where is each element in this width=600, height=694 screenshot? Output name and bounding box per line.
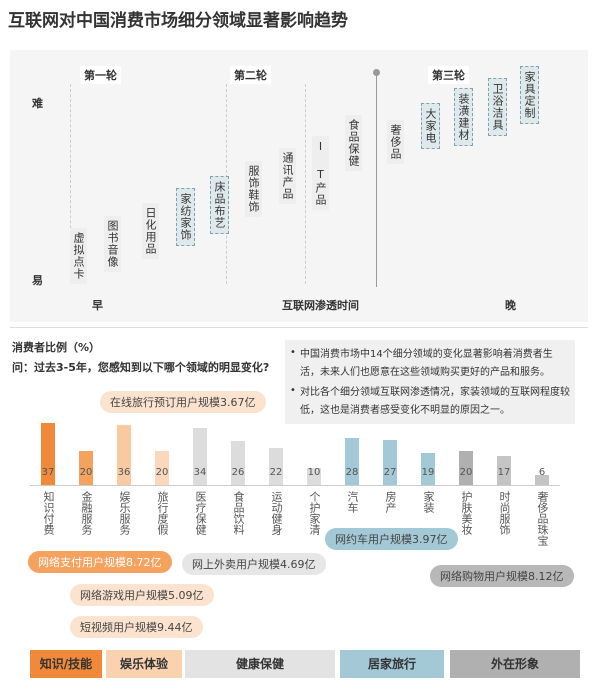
category-label: 知识付费: [42, 491, 55, 535]
group-label: 知识/技能: [30, 650, 102, 678]
category-label: 个护家清: [308, 491, 321, 535]
callout: 网络支付用户规模8.72亿: [28, 551, 172, 573]
bar: [231, 441, 245, 485]
group-label: 健康保健: [185, 650, 335, 678]
timeline-item: 日化用品: [142, 203, 159, 259]
timeline-item: 奢侈品: [387, 120, 404, 164]
category-label: 运动健身: [270, 491, 283, 535]
chart-title: 消费者比例（%）: [12, 341, 101, 354]
value-label: 22: [269, 467, 283, 478]
value-label: 26: [231, 467, 245, 478]
category-label: 金融服务: [80, 491, 93, 535]
bar: [535, 474, 549, 485]
x-late: 晚: [505, 299, 516, 312]
bar: [155, 451, 169, 485]
category-label: 食品饮料: [232, 491, 245, 535]
callout: 网络购物用户规模8.12亿: [430, 565, 574, 587]
category-label: 汽车: [346, 491, 359, 513]
divider-dot: [373, 69, 380, 76]
timeline-item: 服饰鞋饰: [245, 161, 262, 217]
y-high: 难: [32, 97, 43, 110]
bar: [117, 424, 131, 485]
callout: 在线旅行预订用户规模3.67亿: [100, 391, 266, 413]
callout: 短视频用户规模9.44亿: [70, 616, 203, 638]
bar: [79, 451, 93, 485]
stage-label: 第一轮: [80, 66, 121, 84]
category-label: 护肤美妆: [460, 491, 473, 535]
callout: 网上外卖用户规模4.69亿: [182, 553, 326, 575]
value-label: 17: [497, 467, 511, 478]
x-label: 互联网渗透时间: [282, 299, 359, 312]
note: 中国消费市场中14个细分领域的变化显著影响着消费者生活，未来人们也愿意在这些领域…: [300, 349, 553, 378]
timeline-item: 家纺家饰: [176, 188, 195, 246]
x-early: 早: [92, 299, 103, 312]
category-label: 房产: [384, 491, 397, 513]
callout: 网约车用户规模3.97亿: [325, 528, 458, 550]
notes-box: [285, 340, 575, 424]
value-label: 36: [117, 467, 131, 478]
value-label: 27: [383, 467, 397, 478]
timeline-item: 食品保健: [345, 115, 362, 171]
category-label: 时尚服饰: [498, 491, 511, 535]
bar: [193, 427, 207, 485]
divider: [10, 327, 588, 328]
bar: [459, 451, 473, 485]
bar: [345, 437, 359, 485]
bar: [497, 456, 511, 485]
category-label: 医疗保健: [194, 491, 207, 535]
value-label: 10: [307, 467, 321, 478]
value-label: 37: [41, 467, 55, 478]
timeline-item: 家具定制: [520, 66, 539, 124]
timeline-item: I T产品: [312, 136, 329, 210]
value-label: 6: [538, 467, 546, 478]
bar: [421, 453, 435, 485]
group-label: 娱乐体验: [106, 650, 182, 678]
value-label: 19: [421, 467, 435, 478]
value-label: 20: [155, 467, 169, 478]
stage-line: [70, 84, 72, 284]
timeline-item: 通讯产品: [279, 148, 296, 204]
category-label: 旅行度假: [156, 491, 169, 535]
stage-divider: [376, 72, 377, 287]
note-bullet: •: [290, 347, 296, 358]
timeline-item: 图书音像: [104, 216, 121, 272]
bar: [41, 422, 55, 485]
category-label: 家装: [422, 491, 435, 513]
value-label: 28: [345, 467, 359, 478]
y-low: 易: [32, 274, 43, 287]
baseline: [30, 485, 560, 486]
title: 互联网对中国消费市场细分领域显著影响趋势: [8, 11, 348, 31]
value-label: 34: [193, 467, 207, 478]
timeline-item: 装潢建材: [454, 88, 473, 146]
stage-label: 第三轮: [428, 66, 469, 84]
timeline-item: 大家电: [421, 103, 440, 149]
timeline-item: 卫浴洁具: [488, 78, 507, 136]
value-label: 20: [79, 467, 93, 478]
bar: [307, 468, 321, 485]
group-label: 外在形象: [450, 650, 580, 678]
value-label: 20: [459, 467, 473, 478]
callout: 网络游戏用户规模5.09亿: [70, 584, 214, 606]
stage-line: [305, 84, 307, 284]
bar: [383, 439, 397, 485]
timeline-item: 床品布艺: [210, 176, 229, 234]
category-label: 娱乐服务: [118, 491, 131, 535]
bar: [269, 448, 283, 485]
category-label: 奢侈品珠宝: [536, 491, 549, 546]
group-label: 居家旅行: [340, 650, 444, 678]
stage-label: 第二轮: [230, 66, 271, 84]
timeline-item: 虚拟点卡: [70, 228, 87, 284]
note-bullet: •: [290, 385, 296, 396]
chart-subtitle: 问：过去3-5年，您感知到以下哪个领域的明显变化?: [12, 361, 270, 374]
note: 对比各个细分领域互联网渗透情况，家装领域的互联网程度较低，这也是消费者感受变化不…: [300, 387, 570, 416]
